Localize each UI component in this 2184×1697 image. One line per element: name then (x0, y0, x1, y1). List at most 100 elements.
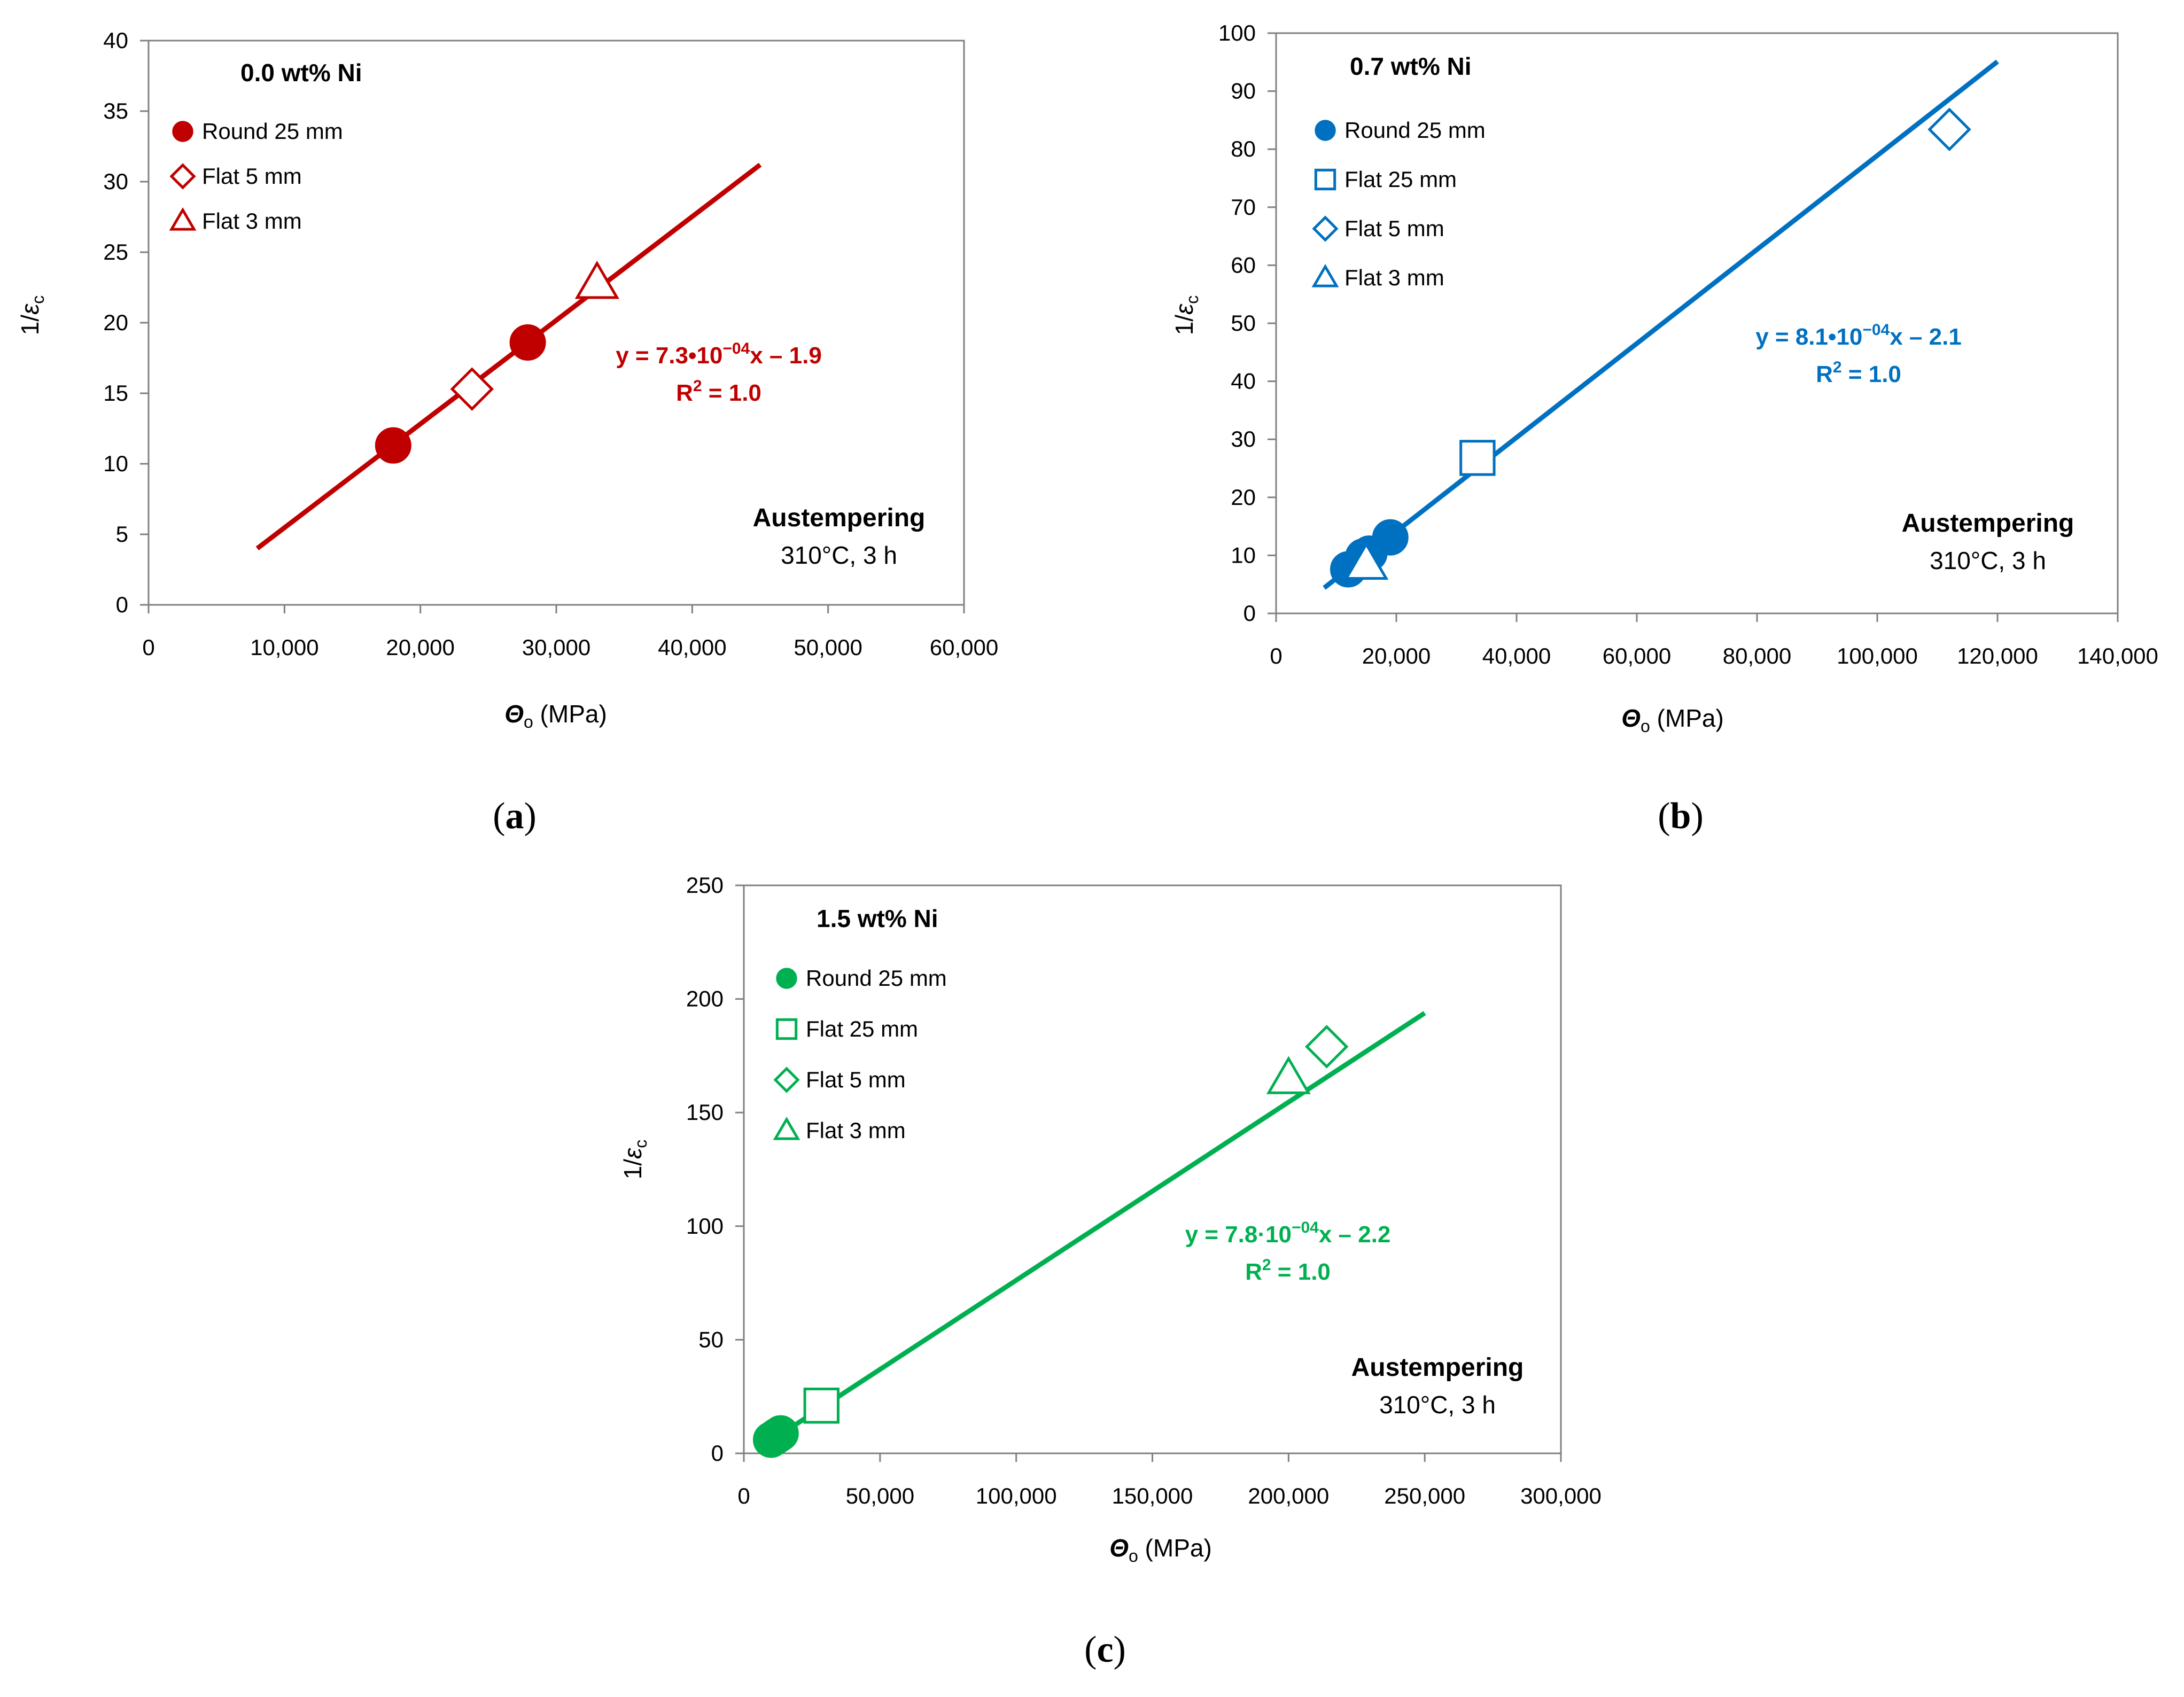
data-point-round-25-mm (762, 1415, 799, 1452)
trendline (770, 1011, 1426, 1443)
x-tick-label: 80,000 (1723, 643, 1791, 668)
legend-marker (169, 207, 197, 231)
legend-label: Round 25 mm (202, 119, 343, 144)
x-tick-label: 10,000 (250, 635, 318, 660)
treatment-title: Austempering (1351, 1353, 1524, 1382)
x-tick-label: 200,000 (1248, 1483, 1329, 1508)
x-axis-title: Θo (MPa) (1109, 1534, 1212, 1566)
chart-1: 0 5 10 15 20 25 30 35 40 0 10,000 20,000 30,000 40,00… (16, 28, 998, 731)
x-tick-label: 250,000 (1384, 1483, 1465, 1508)
x-tick-label: 0 (142, 635, 154, 660)
y-tick-label: 200 (686, 986, 724, 1011)
legend-marker (1311, 263, 1339, 287)
x-tick-label: 40,000 (658, 635, 726, 660)
y-tick-label: 90 (1231, 79, 1256, 104)
legend-marker (1312, 215, 1339, 242)
x-tick-label: 40,000 (1482, 643, 1551, 668)
trendline (255, 162, 762, 550)
x-tick-label: 20,000 (1362, 643, 1431, 668)
data-point-flat-5-mm (1304, 1025, 1349, 1069)
y-tick-label: 70 (1231, 194, 1256, 220)
fit-equation: y = 8.1•10−04x – 2.1 (1755, 321, 1962, 350)
y-tick-label: 100 (686, 1213, 724, 1239)
data-point-flat-3-mm (1344, 541, 1389, 580)
y-axis-title: 1/εc (619, 1140, 650, 1180)
x-axis-title: Θo (MPa) (1621, 704, 1724, 736)
fit-equation: y = 7.8·10−04x – 2.2 (1185, 1219, 1391, 1248)
x-tick-label: 0 (737, 1483, 750, 1508)
legend-label: Flat 3 mm (1344, 265, 1444, 290)
y-tick-label: 15 (103, 380, 128, 406)
legend-marker (1315, 120, 1336, 141)
legend-marker (773, 1067, 800, 1093)
legend-label: Round 25 mm (806, 966, 947, 991)
legend-marker (776, 968, 797, 989)
trendline (1323, 59, 1999, 590)
treatment-conditions: 310°C, 3 h (1930, 547, 2046, 574)
y-tick-label: 50 (1231, 310, 1256, 336)
x-tick-label: 300,000 (1520, 1483, 1602, 1508)
y-tick-label: 0 (711, 1441, 724, 1466)
legend-marker (172, 121, 193, 142)
y-tick-label: 10 (1231, 542, 1256, 567)
data-point-flat-5-mm (450, 367, 494, 411)
r-squared: R2 = 1.0 (1245, 1256, 1331, 1285)
y-tick-label: 50 (698, 1327, 724, 1352)
panel-label: (b) (1658, 796, 1704, 837)
x-tick-label: 140,000 (2077, 643, 2158, 668)
y-tick-label: 40 (103, 28, 128, 53)
legend-label: Flat 5 mm (1344, 216, 1444, 241)
treatment-conditions: 310°C, 3 h (1379, 1391, 1496, 1419)
y-tick-label: 20 (1231, 485, 1256, 510)
y-tick-label: 0 (1243, 601, 1256, 626)
y-tick-label: 30 (1231, 426, 1256, 452)
fit-equation: y = 7.3•10−04x – 1.9 (616, 340, 822, 369)
legend-label: Flat 3 mm (202, 208, 302, 233)
y-tick-label: 35 (103, 98, 128, 123)
treatment-title: Austempering (1902, 509, 2074, 538)
legend-marker (775, 1018, 798, 1040)
data-point-round-25-mm (509, 324, 546, 361)
y-axis-title: 1/εc (1170, 295, 1202, 336)
x-axis-title: Θo (MPa) (504, 700, 607, 731)
y-tick-label: 250 (686, 873, 724, 898)
plot-area (743, 884, 1562, 1454)
data-point-round-25-mm (1372, 519, 1409, 556)
chart-title: 0.7 wt% Ni (1350, 52, 1472, 80)
y-tick-label: 10 (103, 451, 128, 476)
data-point-flat-3-mm (574, 260, 619, 299)
x-tick-label: 50,000 (794, 635, 862, 660)
y-tick-label: 25 (103, 239, 128, 264)
y-tick-label: 40 (1231, 369, 1256, 394)
x-tick-label: 50,000 (846, 1483, 914, 1508)
legend-label: Round 25 mm (1344, 118, 1486, 143)
legend-marker (1314, 168, 1336, 191)
chart-title: 1.5 wt% Ni (817, 905, 938, 932)
y-tick-label: 0 (116, 592, 128, 617)
legend-marker (773, 1116, 800, 1140)
chart-2: 0 10 20 30 40 50 60 70 80 90 100 0 20,000 40,000 60,00… (1170, 20, 2158, 736)
panel-label: (a) (493, 796, 537, 837)
panel-label: (c) (1084, 1629, 1126, 1670)
legend-marker (169, 163, 196, 190)
y-tick-label: 5 (116, 521, 128, 547)
data-point-flat-5-mm (1927, 107, 1971, 152)
y-axis-title: 1/εc (16, 295, 48, 336)
chart-title: 0.0 wt% Ni (240, 59, 362, 87)
y-tick-label: 30 (103, 169, 128, 194)
data-point-flat-25-mm (803, 1388, 840, 1424)
legend-label: Flat 5 mm (202, 164, 302, 189)
treatment-conditions: 310°C, 3 h (781, 541, 897, 569)
x-tick-label: 150,000 (1112, 1483, 1193, 1508)
legend-label: Flat 25 mm (1344, 167, 1457, 192)
x-tick-label: 120,000 (1957, 643, 2038, 668)
x-tick-label: 30,000 (522, 635, 590, 660)
x-tick-label: 60,000 (1603, 643, 1671, 668)
treatment-title: Austempering (753, 504, 926, 532)
x-tick-label: 100,000 (976, 1483, 1057, 1508)
legend-label: Flat 5 mm (806, 1067, 906, 1092)
data-point-round-25-mm (375, 427, 411, 464)
y-tick-label: 20 (103, 310, 128, 335)
legend-label: Flat 25 mm (806, 1016, 918, 1041)
x-tick-label: 60,000 (930, 635, 998, 660)
